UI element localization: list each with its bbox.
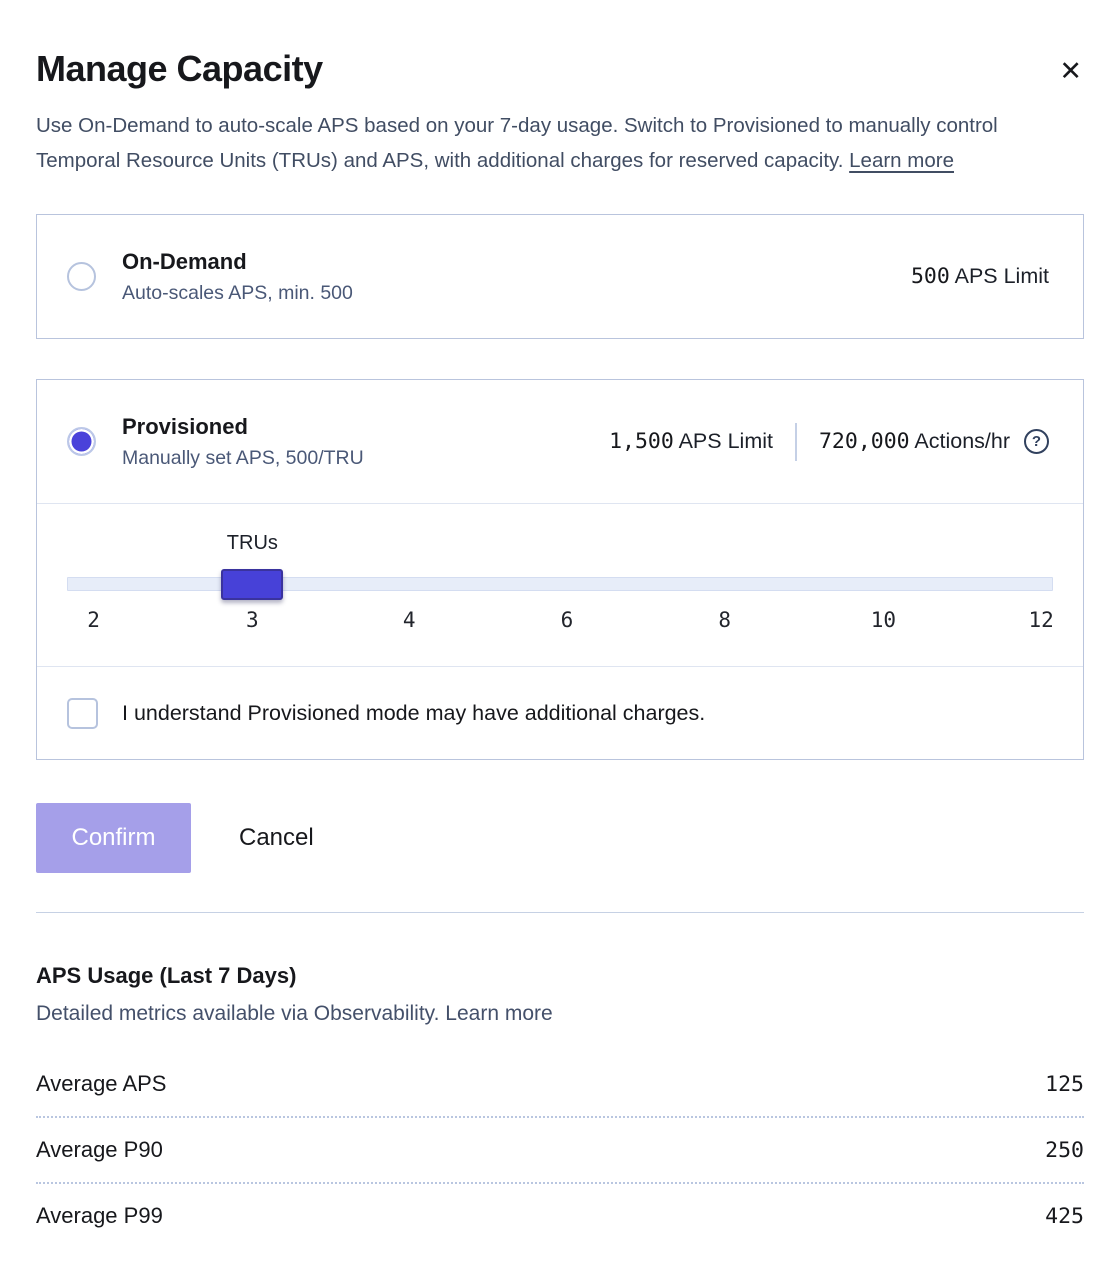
manage-capacity-dialog: Manage Capacity ✕ Use On-Demand to auto-…: [36, 0, 1084, 1248]
usage-subtitle-text: Detailed metrics available via Observabi…: [36, 1002, 440, 1025]
provisioned-sublabel: Manually set APS, 500/TRU: [122, 446, 364, 469]
usage-row-average-p90: Average P90 250: [36, 1118, 1084, 1184]
on-demand-aps-unit: APS Limit: [954, 264, 1049, 288]
provisioned-label: Provisioned: [122, 413, 248, 439]
provisioned-option-card[interactable]: Provisioned Manually set APS, 500/TRU 1,…: [36, 379, 1084, 760]
provisioned-aps-value: 1,500: [609, 429, 674, 454]
provisioned-actions-unit: Actions/hr: [914, 429, 1010, 453]
metric-label: Average APS: [36, 1071, 167, 1096]
slider-track[interactable]: [67, 577, 1053, 591]
on-demand-option-row: On-Demand Auto-scales APS, min. 500 500 …: [37, 215, 1083, 338]
on-demand-option-card[interactable]: On-Demand Auto-scales APS, min. 500 500 …: [36, 214, 1084, 339]
provisioned-aps-unit: APS Limit: [678, 429, 773, 453]
on-demand-text: On-Demand Auto-scales APS, min. 500: [122, 249, 353, 305]
slider-label: TRUs: [226, 532, 278, 554]
on-demand-aps-limit: 500 APS Limit: [911, 264, 1049, 289]
aps-usage-section: APS Usage (Last 7 Days) Detailed metrics…: [36, 963, 1084, 1248]
slider-tick: 10: [870, 608, 897, 632]
usage-learn-more-link[interactable]: Learn more: [445, 1002, 553, 1025]
metric-value: 250: [1045, 1137, 1084, 1163]
slider-thumb[interactable]: [221, 569, 284, 600]
confirm-button[interactable]: Confirm: [36, 803, 191, 873]
on-demand-label: On-Demand: [122, 248, 247, 274]
tru-slider-section: TRUs 2 3 4 6 8 10 12: [37, 503, 1083, 666]
metric-value: 425: [1045, 1203, 1084, 1229]
slider-tick: 12: [1028, 608, 1054, 632]
close-icon[interactable]: ✕: [1059, 56, 1082, 87]
on-demand-aps-value: 500: [910, 264, 950, 289]
provisioned-option-row: Provisioned Manually set APS, 500/TRU 1,…: [37, 380, 1083, 503]
stat-divider: [794, 422, 797, 461]
usage-title: APS Usage (Last 7 Days): [36, 963, 297, 988]
acknowledge-row: I understand Provisioned mode may have a…: [37, 666, 1083, 759]
help-icon[interactable]: ?: [1024, 429, 1049, 454]
learn-more-link[interactable]: Learn more: [849, 149, 954, 172]
on-demand-sublabel: Auto-scales APS, min. 500: [122, 281, 353, 304]
provisioned-radio[interactable]: [67, 427, 96, 456]
metric-label: Average P90: [36, 1137, 163, 1162]
dialog-description: Use On-Demand to auto-scale APS based on…: [36, 108, 1084, 178]
metric-label: Average P99: [36, 1203, 163, 1228]
slider-tick: 3: [246, 608, 259, 632]
usage-metrics-list: Average APS 125 Average P90 250 Average …: [36, 1052, 1084, 1248]
provisioned-actions-value: 720,000: [818, 429, 910, 454]
on-demand-radio[interactable]: [67, 262, 96, 291]
usage-row-average-aps: Average APS 125: [36, 1052, 1084, 1118]
section-divider: [36, 912, 1084, 913]
acknowledge-checkbox[interactable]: [67, 697, 98, 729]
provisioned-actions-rate: 720,000 Actions/hr: [819, 429, 1010, 454]
usage-subtitle: Detailed metrics available via Observabi…: [36, 1002, 1084, 1026]
tru-slider: TRUs 2 3 4 6 8 10 12: [67, 504, 1054, 666]
description-text: Use On-Demand to auto-scale APS based on…: [36, 114, 998, 172]
cancel-button[interactable]: Cancel: [239, 824, 314, 851]
usage-row-average-p99: Average P99 425: [36, 1184, 1084, 1248]
slider-tick: 8: [718, 608, 731, 632]
provisioned-text: Provisioned Manually set APS, 500/TRU: [122, 414, 364, 470]
slider-tick: 2: [87, 608, 100, 632]
page-title: Manage Capacity: [36, 48, 323, 89]
dialog-header: Manage Capacity ✕: [36, 0, 1084, 90]
slider-tick: 6: [560, 608, 574, 632]
metric-value: 125: [1045, 1071, 1084, 1097]
dialog-actions: Confirm Cancel: [36, 803, 1084, 873]
provisioned-aps-limit: 1,500 APS Limit: [609, 429, 773, 454]
slider-tick: 4: [402, 608, 416, 632]
acknowledge-label[interactable]: I understand Provisioned mode may have a…: [122, 700, 706, 725]
